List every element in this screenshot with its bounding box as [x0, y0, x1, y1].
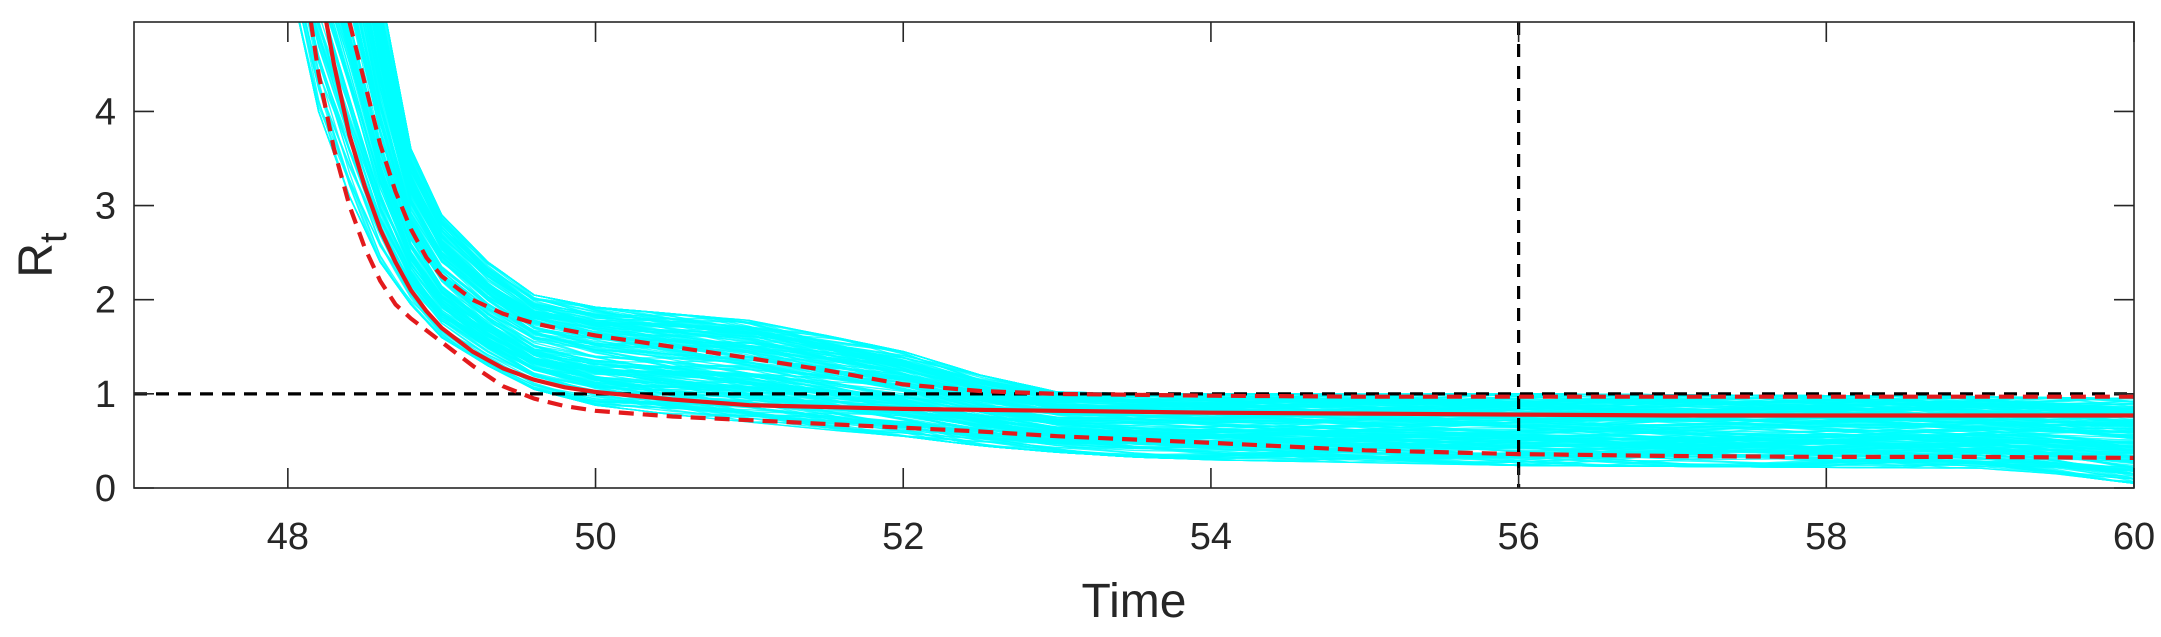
- sample-trajectory-line: [369, 22, 2134, 428]
- sample-trajectory-line: [309, 22, 2134, 475]
- x-tick-label: 58: [1805, 516, 1847, 558]
- x-tick-label: 50: [574, 516, 616, 558]
- x-tick-label: 60: [2113, 516, 2155, 558]
- upper-bound-line: [347, 22, 2134, 399]
- sample-trajectory-line: [309, 22, 2134, 475]
- sample-trajectory-line: [376, 22, 2134, 423]
- y-axis-title: Rt: [10, 232, 75, 278]
- estimate-lines: [308, 22, 2134, 460]
- sample-trajectory-line: [298, 22, 2134, 484]
- x-tick-label: 48: [267, 516, 309, 558]
- reference-lines: [134, 22, 2134, 488]
- lower-bound-line: [308, 22, 2134, 460]
- sample-trajectory-line: [330, 22, 2134, 461]
- sample-trajectory-line: [356, 22, 2134, 446]
- sample-trajectory-line: [298, 22, 2134, 484]
- sample-trajectory-line: [343, 22, 2134, 452]
- median-line: [324, 22, 2134, 418]
- sample-trajectory-line: [359, 22, 2134, 441]
- sample-trajectory-line: [371, 22, 2134, 425]
- sample-trajectory-line: [376, 22, 2134, 413]
- sample-trajectory-line: [348, 22, 2134, 449]
- sample-trajectory-line: [342, 22, 2134, 453]
- sample-trajectory-line: [370, 22, 2134, 425]
- y-tick-label: 3: [95, 186, 116, 228]
- x-tick-label: 52: [882, 516, 924, 558]
- axis-ticks: 48 50 52 54 56 58 60 0 1 2 3 4: [95, 22, 2155, 558]
- sample-trajectory-line: [336, 22, 2134, 457]
- sample-trajectory-line: [342, 22, 2134, 452]
- sample-trajectory-line: [339, 22, 2134, 454]
- sample-trajectory-line: [353, 22, 2134, 445]
- y-tick-label: 2: [95, 280, 116, 322]
- y-axis-title-main: R: [10, 243, 63, 278]
- y-axis-title-subscript: t: [33, 232, 75, 243]
- sample-trajectory-line: [311, 22, 2134, 472]
- plot-frame: [133, 21, 2135, 489]
- sample-trajectory-line: [362, 22, 2134, 443]
- x-axis-title: Time: [1082, 575, 1187, 628]
- sample-trajectory-line: [338, 22, 2134, 457]
- sample-trajectory-line: [298, 22, 2134, 484]
- sample-trajectory-line: [367, 22, 2134, 436]
- x-tick-label: 54: [1190, 516, 1232, 558]
- sample-trajectory-line: [373, 22, 2134, 423]
- sample-trajectory-line: [385, 22, 2134, 406]
- sample-trajectory-line: [375, 22, 2134, 426]
- x-tick-label: 56: [1497, 516, 1539, 558]
- sample-trajectory-line: [385, 22, 2134, 411]
- y-tick-label: 4: [95, 91, 116, 133]
- y-tick-label: 1: [95, 374, 116, 416]
- y-tick-label: 0: [95, 468, 116, 510]
